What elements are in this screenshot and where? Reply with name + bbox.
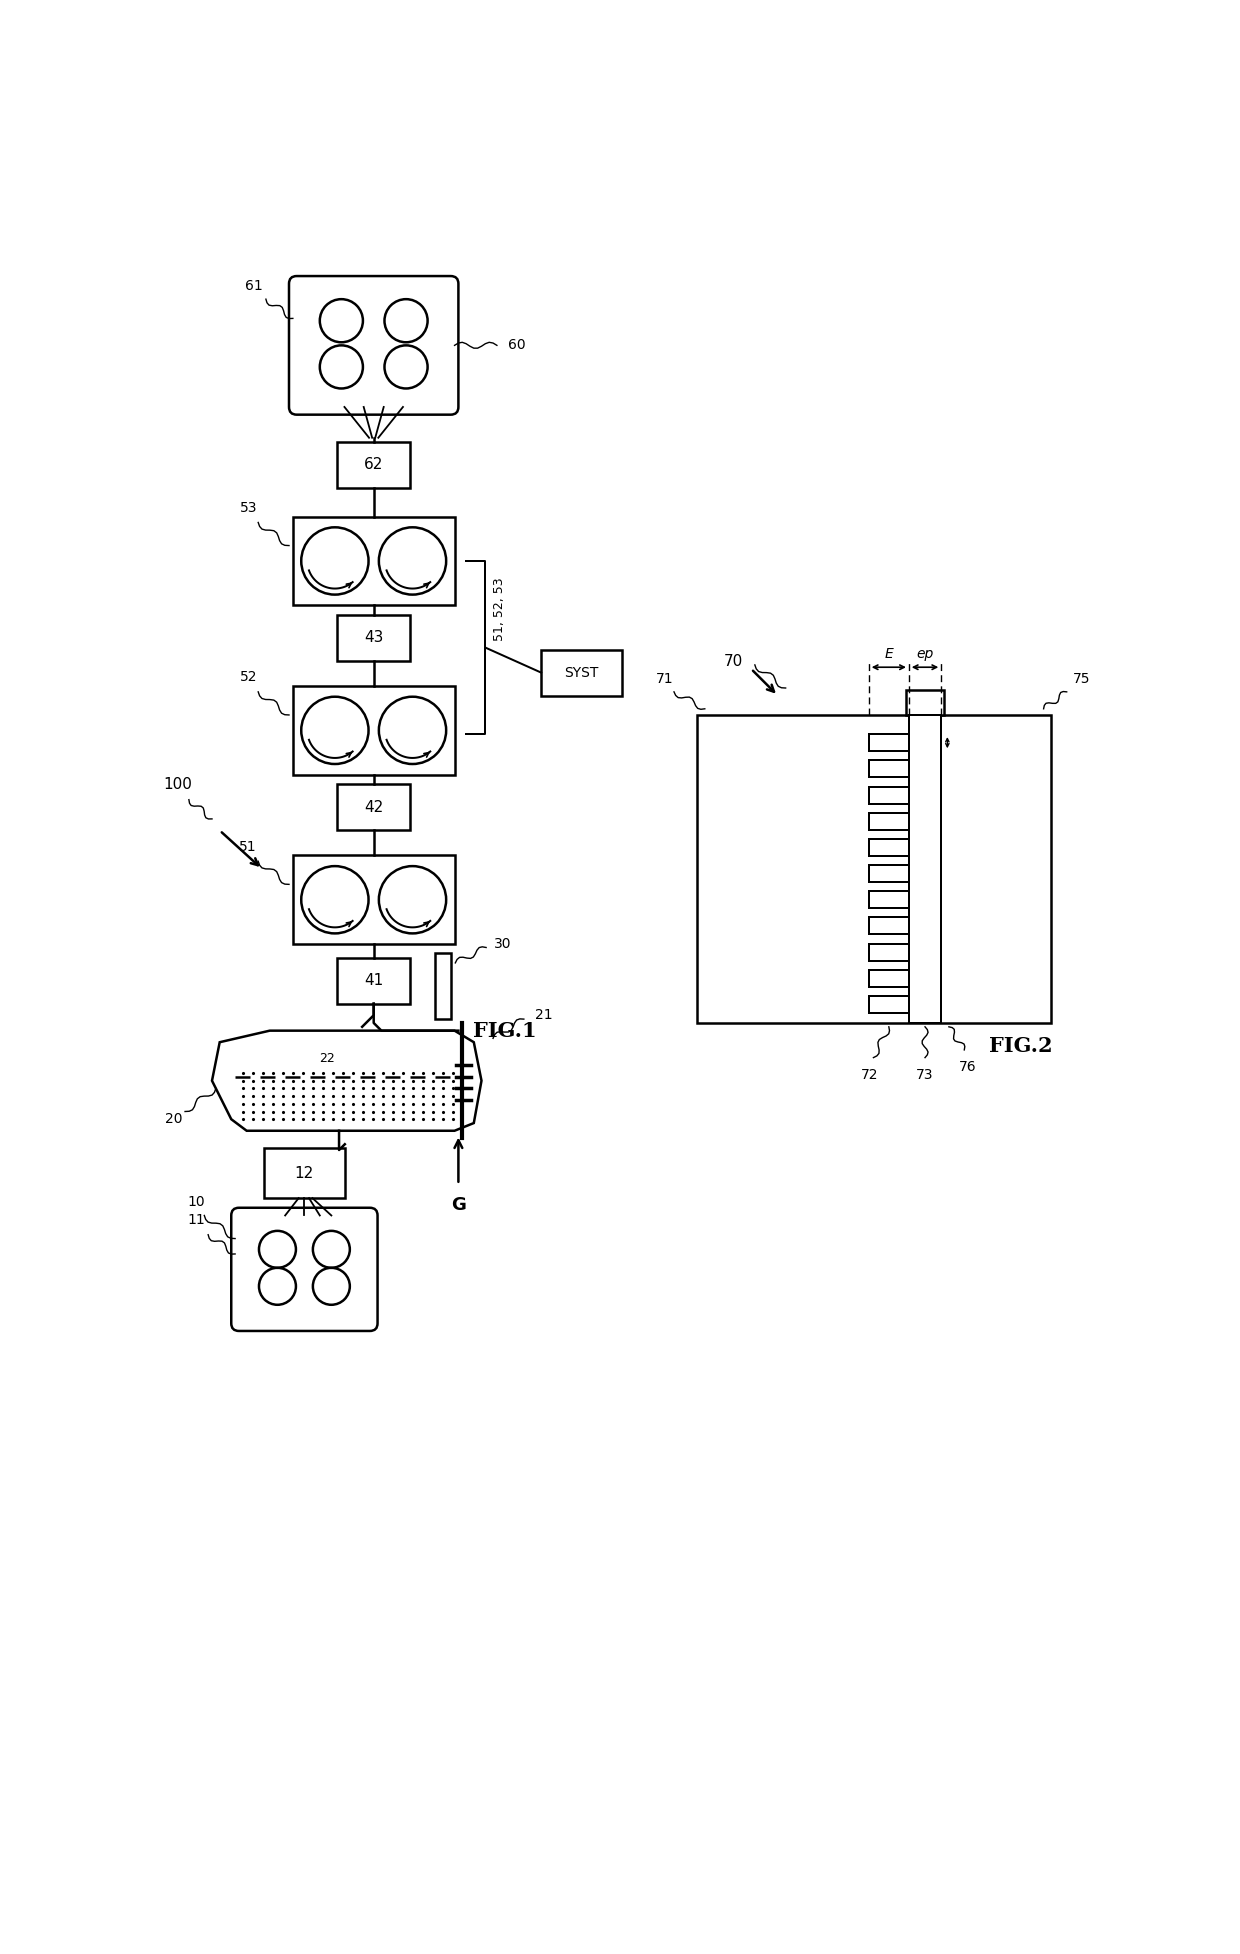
Text: 73: 73 (916, 1067, 934, 1083)
Text: 10: 10 (187, 1196, 206, 1210)
FancyBboxPatch shape (289, 276, 459, 414)
Text: 30: 30 (494, 936, 511, 952)
Text: 60: 60 (508, 338, 526, 352)
Bar (869, 760, 909, 778)
Text: E: E (884, 647, 893, 660)
Bar (434, 954, 451, 1018)
Text: FIG.1: FIG.1 (472, 1020, 537, 1041)
Bar (869, 866, 909, 881)
Text: 61: 61 (246, 279, 263, 293)
Text: 43: 43 (365, 631, 383, 645)
Text: 72: 72 (861, 1067, 878, 1083)
Bar (869, 813, 909, 830)
Bar (909, 715, 941, 1024)
Bar (909, 715, 941, 1024)
Bar (869, 787, 909, 803)
Text: 11: 11 (187, 1213, 206, 1227)
Text: FIG.2: FIG.2 (988, 1036, 1053, 1055)
Bar (541, 649, 622, 696)
Text: 20: 20 (165, 1112, 182, 1126)
Text: 71: 71 (656, 672, 673, 686)
Text: 53: 53 (239, 500, 257, 514)
Polygon shape (212, 1030, 481, 1131)
FancyBboxPatch shape (231, 1208, 377, 1331)
Text: 51: 51 (239, 840, 257, 854)
Bar (337, 442, 410, 488)
Text: 75: 75 (1073, 672, 1090, 686)
Bar (869, 969, 909, 987)
Text: 62: 62 (365, 457, 383, 473)
Text: 100: 100 (162, 778, 192, 791)
Text: 76: 76 (960, 1059, 977, 1075)
Bar (869, 997, 909, 1012)
Bar (869, 944, 909, 961)
Bar (293, 856, 455, 944)
Text: SYST: SYST (564, 666, 599, 680)
Bar (697, 715, 1052, 1024)
Text: 42: 42 (365, 799, 383, 815)
Text: 12: 12 (295, 1167, 314, 1180)
Bar (905, 690, 945, 715)
Bar (293, 686, 455, 774)
Bar (869, 918, 909, 934)
Text: G: G (451, 1196, 466, 1213)
Bar (293, 516, 455, 606)
Text: 52: 52 (239, 670, 257, 684)
Bar (869, 838, 909, 856)
Text: 21: 21 (536, 1008, 553, 1022)
Bar (869, 735, 909, 750)
Text: 41: 41 (365, 973, 383, 989)
Bar (337, 616, 410, 660)
Bar (337, 957, 410, 1004)
Text: 22: 22 (320, 1051, 335, 1065)
Bar (337, 784, 410, 830)
Text: 51, 52, 53: 51, 52, 53 (494, 576, 506, 641)
Bar (264, 1149, 345, 1198)
Text: 70: 70 (724, 653, 743, 668)
Text: ep: ep (916, 647, 934, 660)
Bar (869, 891, 909, 909)
